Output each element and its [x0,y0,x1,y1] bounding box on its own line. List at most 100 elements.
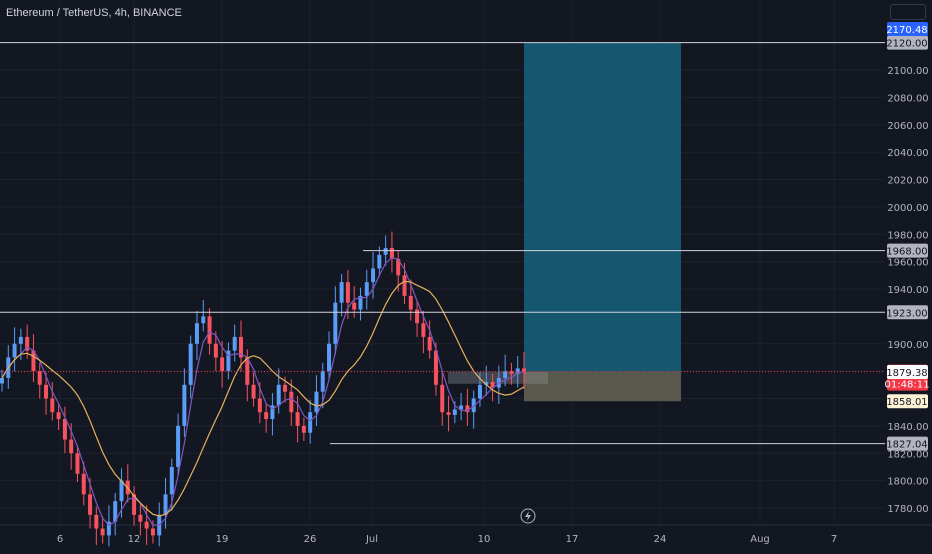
candle-body[interactable] [100,528,105,536]
candle-body[interactable] [62,419,67,440]
level-badge [887,305,928,320]
price-axis[interactable] [885,0,932,550]
candle-body[interactable] [194,323,199,344]
candle-body[interactable] [308,412,313,433]
candle-body[interactable] [477,384,482,399]
candle-body[interactable] [31,350,36,372]
candle-body[interactable] [408,295,413,310]
candle-body[interactable] [119,480,124,502]
candle-body[interactable] [69,439,74,454]
candle-body[interactable] [314,391,319,413]
candle-body[interactable] [276,384,281,406]
candle-body[interactable] [213,343,218,358]
candle-body[interactable] [18,336,23,344]
candle-body[interactable] [50,398,55,413]
candle-body[interactable] [446,412,451,415]
candle-body[interactable] [226,350,231,372]
candle-body[interactable] [257,398,262,413]
candle-body[interactable] [132,494,137,515]
candle-body[interactable] [81,473,86,495]
candle-body[interactable] [289,391,294,413]
candle-body[interactable] [509,371,514,374]
candle-body[interactable] [301,425,306,433]
candle-body[interactable] [377,254,382,269]
candle-body[interactable] [515,368,520,374]
candle-body[interactable] [251,384,256,399]
candle-body[interactable] [144,521,149,529]
price-badge [887,22,928,36]
candle-body[interactable] [75,453,80,474]
chart-settings-button[interactable] [890,4,926,20]
candle-body[interactable] [56,412,61,420]
candle-body[interactable] [427,336,432,351]
lightning-icon[interactable] [520,508,536,524]
candle-body[interactable] [352,302,357,310]
candle-body[interactable] [94,514,99,529]
candle-body[interactable] [452,409,457,415]
candle-body[interactable] [345,282,350,303]
price-badge-countdown: 01:48:11 [885,380,930,391]
candle-body[interactable] [503,371,508,378]
candle-body[interactable] [150,528,155,536]
candle-body[interactable] [25,336,30,351]
candle-body[interactable] [113,501,118,522]
candle-body[interactable] [371,268,376,283]
candle-body[interactable] [245,357,250,385]
candle-body[interactable] [169,466,174,495]
candle-body[interactable] [106,521,111,536]
candle-body[interactable] [320,371,325,392]
chart-title: Ethereum / TetherUS, 4h, BINANCE [6,7,182,19]
candle-body[interactable] [12,343,17,358]
candle-body[interactable] [522,368,526,373]
time-tick-label: 19 [216,534,229,545]
candle-body[interactable] [402,275,407,296]
candle-body[interactable] [358,295,363,310]
candle-body[interactable] [490,382,495,388]
price-tick-label: 1840.00 [887,422,928,433]
candle-body[interactable] [88,494,93,515]
candle-body[interactable] [415,309,420,324]
candle-body[interactable] [421,323,426,337]
consolidation-box[interactable] [448,371,548,384]
candle-body[interactable] [459,405,464,410]
candle-body[interactable] [264,412,269,420]
candle-body[interactable] [364,282,369,296]
candle-body[interactable] [471,398,476,413]
candle-body[interactable] [383,247,388,255]
price-tick-label: 1900.00 [887,340,928,351]
candle-body[interactable] [44,384,49,399]
candle-body[interactable] [433,350,438,385]
price-badge [887,394,928,409]
candle-body[interactable] [207,316,212,344]
candle-body[interactable] [201,316,206,324]
candle-body[interactable] [138,514,143,522]
candle-body[interactable] [182,384,187,426]
candle-body[interactable] [389,247,394,259]
candle-body[interactable] [484,382,489,385]
candle-body[interactable] [333,302,338,344]
candle-body[interactable] [238,336,243,358]
long-position-target-zone[interactable] [524,42,681,372]
candle-body[interactable] [339,282,344,303]
price-tick-label: 2100.00 [887,66,928,77]
candle-body[interactable] [295,412,300,426]
candle-body[interactable] [440,384,445,413]
candle-body[interactable] [396,258,401,276]
candle-body[interactable] [283,384,288,392]
level-badge-label: 1923.00 [886,308,927,319]
candle-body[interactable] [188,343,193,385]
candle-body[interactable] [465,405,470,413]
candle-body[interactable] [163,494,168,515]
candle-body[interactable] [37,371,42,385]
candle-body[interactable] [0,377,4,384]
candle-body[interactable] [327,343,332,372]
moving-average-fast [1,256,525,526]
price-tick-label: 1820.00 [887,449,928,460]
candle-body[interactable] [176,425,181,467]
candle-body[interactable] [232,336,237,351]
long-position-stop-zone[interactable] [524,371,681,402]
candle-body[interactable] [270,405,275,420]
candle-body[interactable] [220,357,225,372]
